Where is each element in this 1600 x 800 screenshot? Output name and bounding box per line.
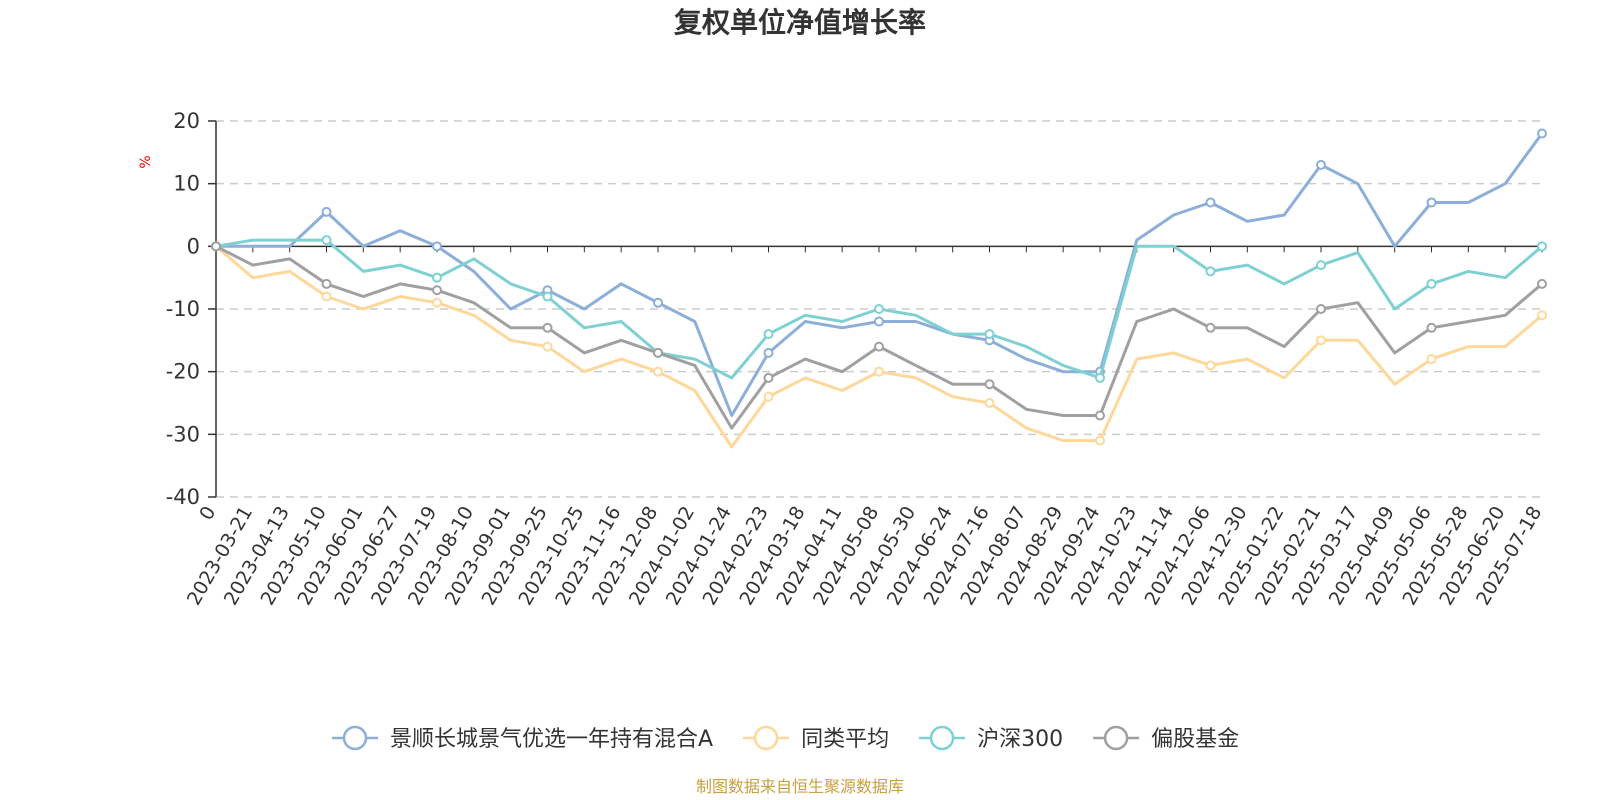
legend-swatch-marker: [342, 725, 368, 751]
data-point: [432, 285, 442, 296]
legend-item[interactable]: 沪深300: [919, 725, 1063, 752]
legend-label: 景顺长城景气优选一年持有混合A: [390, 727, 713, 752]
legend[interactable]: 景顺长城景气优选一年持有混合A 同类平均 沪深300 偏股基金: [332, 725, 1239, 752]
data-point: [763, 329, 774, 340]
data-point: [763, 372, 774, 383]
data-point: [653, 347, 663, 358]
legend-swatch-marker: [1103, 725, 1129, 751]
data-point: [1205, 322, 1216, 333]
series-lines: [211, 128, 1547, 449]
data-point: [321, 278, 332, 289]
y-tick-label: 20: [173, 109, 200, 133]
data-point: [321, 206, 332, 217]
data-point: [1426, 197, 1437, 208]
data-point: [1095, 372, 1105, 383]
data-point: [211, 241, 221, 252]
data-point: [763, 391, 774, 402]
data-point: [1426, 322, 1437, 333]
data-point: [1316, 304, 1326, 314]
data-point: [1095, 435, 1105, 446]
data-point: [1537, 278, 1547, 289]
data-point: [321, 291, 332, 302]
data-point: [1316, 260, 1326, 271]
data-point: [1095, 410, 1105, 421]
legend-label: 同类平均: [801, 727, 889, 752]
data-point: [653, 297, 663, 308]
series-0: [211, 128, 1547, 417]
legend-label: 偏股基金: [1151, 727, 1239, 752]
y-tick-label: -20: [166, 360, 200, 384]
chart-title: 复权单位净值增长率: [674, 6, 926, 39]
data-point: [874, 341, 884, 352]
data-point: [874, 366, 884, 377]
data-point: [432, 272, 442, 283]
data-point: [874, 316, 884, 327]
data-point: [1205, 197, 1216, 208]
legend-item[interactable]: 偏股基金: [1093, 725, 1239, 752]
data-point: [984, 329, 995, 340]
data-point: [542, 322, 553, 333]
data-point: [984, 379, 995, 390]
y-tick-label: -40: [166, 485, 200, 509]
data-point: [1426, 354, 1437, 365]
data-point: [1205, 360, 1216, 371]
series-3: [211, 241, 1547, 430]
data-point: [874, 304, 884, 314]
data-point: [432, 241, 442, 252]
y-unit-label: %: [138, 155, 154, 168]
legend-swatch-marker: [753, 725, 779, 751]
legend-label: 沪深300: [977, 727, 1063, 752]
data-point: [1537, 310, 1547, 321]
y-tick-label: -10: [166, 297, 200, 321]
legend-swatch-marker: [929, 725, 955, 751]
y-tick-label: 10: [173, 172, 200, 196]
data-source-note: 制图数据来自恒生聚源数据库: [696, 777, 904, 796]
data-point: [542, 341, 553, 352]
data-point: [653, 366, 663, 377]
data-point: [432, 297, 442, 308]
data-point: [1426, 278, 1437, 289]
legend-item[interactable]: 同类平均: [743, 725, 889, 752]
x-tick-label: 0: [195, 503, 220, 524]
data-point: [1537, 241, 1547, 252]
data-point: [1316, 335, 1326, 346]
series-line: [215, 244, 1543, 430]
data-point: [763, 347, 774, 358]
data-point: [321, 235, 332, 246]
data-point: [1316, 159, 1326, 170]
y-tick-label: -30: [166, 422, 200, 446]
legend-item[interactable]: 景顺长城景气优选一年持有混合A: [332, 725, 713, 752]
data-point: [1205, 266, 1216, 277]
data-point: [542, 291, 553, 302]
y-tick-label: 0: [187, 234, 200, 258]
data-point: [1537, 128, 1547, 139]
data-point: [984, 398, 995, 408]
